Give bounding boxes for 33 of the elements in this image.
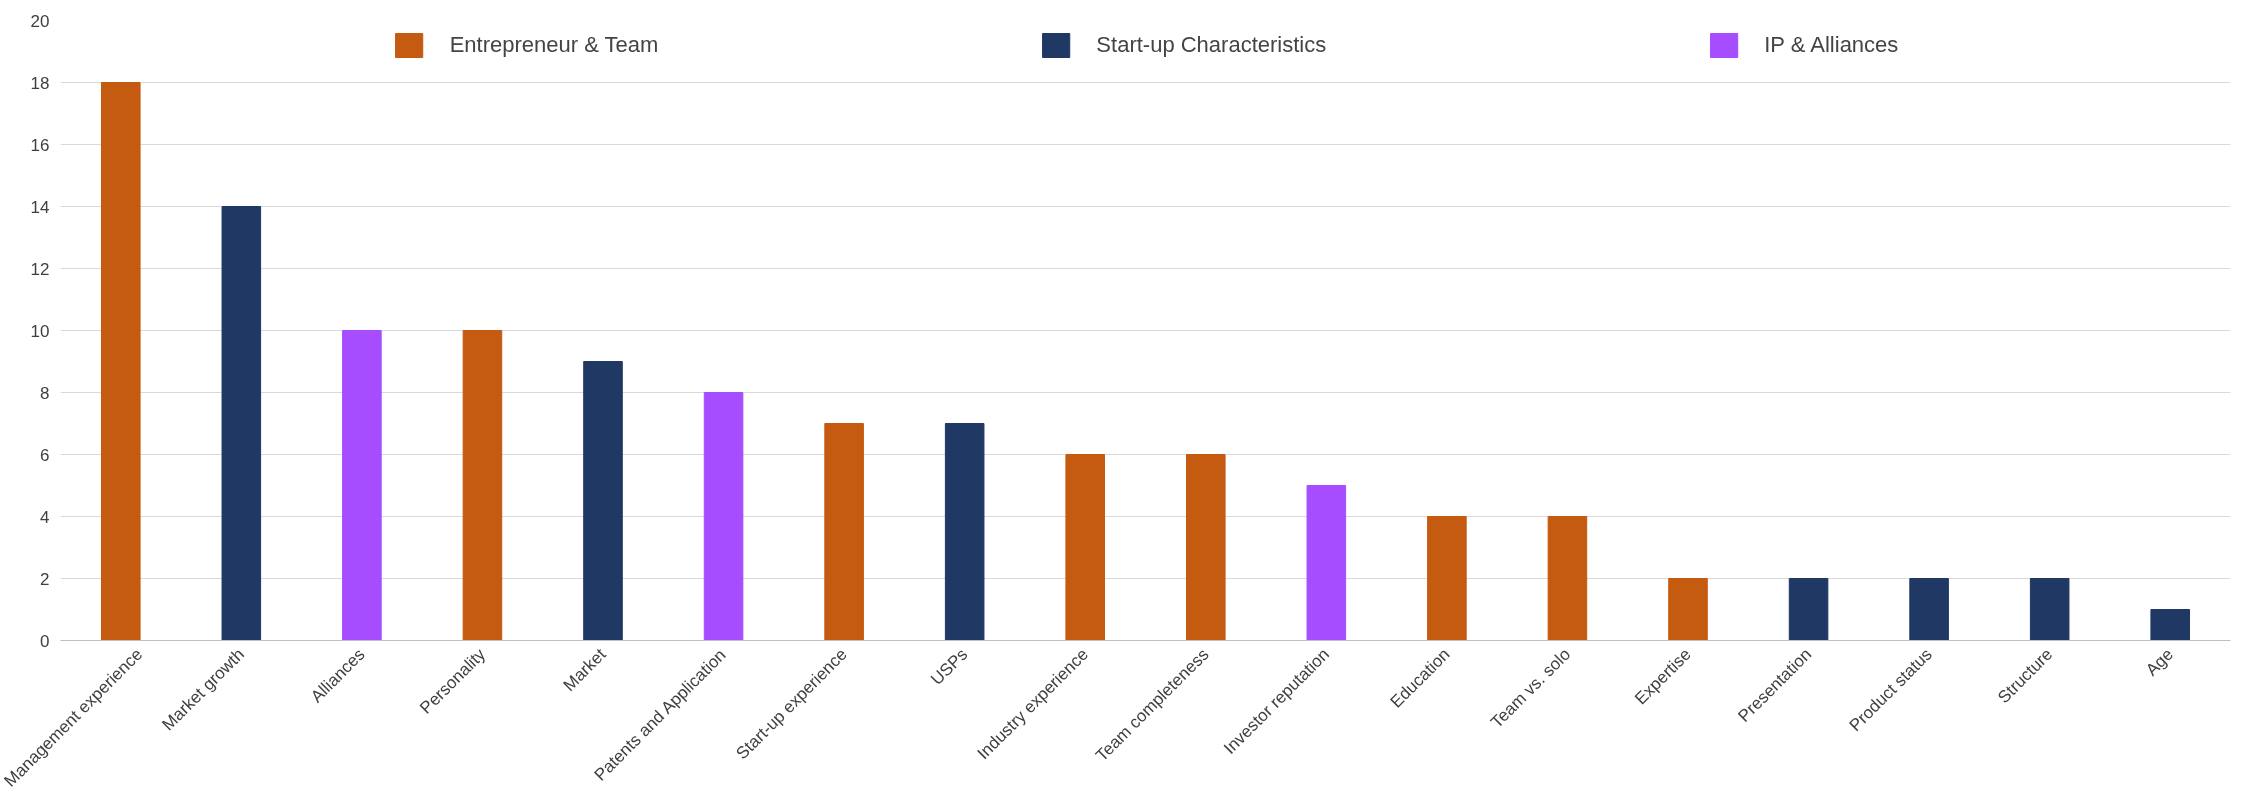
y-tick-label: 16 — [30, 135, 50, 155]
y-tick-label: 8 — [40, 383, 50, 403]
bar — [342, 330, 382, 641]
legend-label: IP & Alliances — [1764, 32, 1899, 58]
bar — [1668, 578, 1708, 641]
x-tick-label: Age — [2142, 644, 2177, 680]
y-tick-label: 20 — [30, 11, 50, 31]
legend-label: Entrepreneur & Team — [449, 32, 659, 58]
y-tick-label: 0 — [40, 631, 50, 651]
bar — [583, 361, 623, 641]
bar — [100, 82, 141, 641]
bar — [1427, 516, 1467, 641]
bar — [462, 330, 503, 641]
bar — [1909, 578, 1949, 641]
bar — [944, 423, 985, 641]
y-tick-label: 10 — [30, 321, 50, 341]
bar — [2029, 578, 2070, 641]
y-tick-label: 18 — [30, 73, 50, 93]
bar — [221, 206, 262, 641]
bar — [1185, 454, 1226, 641]
bar — [703, 392, 744, 641]
legend-label: Start-up Characteristics — [1096, 32, 1327, 58]
y-tick-label: 6 — [40, 445, 50, 465]
bar — [1065, 454, 1106, 641]
bar — [1547, 516, 1588, 641]
bar — [2150, 609, 2191, 641]
y-tick-label: 12 — [30, 259, 50, 279]
bar — [1788, 578, 1829, 641]
y-tick-label: 14 — [30, 197, 50, 217]
y-tick-label: 4 — [40, 507, 50, 527]
bar — [824, 423, 864, 641]
bar — [1306, 485, 1347, 641]
y-tick-label: 2 — [40, 569, 50, 589]
